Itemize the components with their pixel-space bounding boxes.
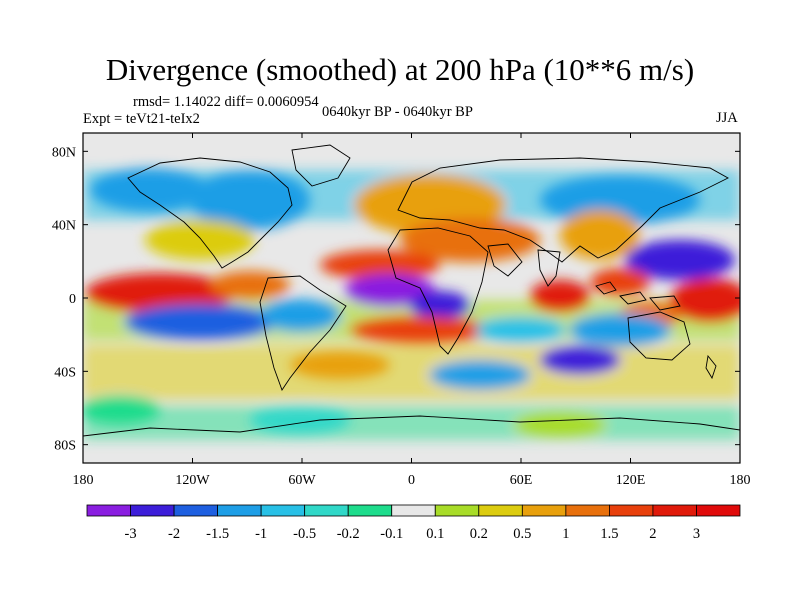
period-label: 0640kyr BP - 0640kyr BP bbox=[322, 104, 473, 120]
colorbar-labels: -3 -2 -1.5 -1 -0.5 -0.2 -0.1 0.1 0.2 0.5 1 1.5 2 3 bbox=[124, 526, 700, 542]
lat-label: 40N bbox=[52, 219, 76, 234]
colorbar-swatch bbox=[478, 504, 523, 517]
colorbar-swatch bbox=[652, 504, 697, 517]
lat-label: 80S bbox=[54, 439, 76, 454]
lat-label: 40S bbox=[54, 365, 76, 380]
colorbar-swatch bbox=[173, 504, 218, 517]
colorbar-label: 1 bbox=[562, 526, 569, 542]
divergence-field bbox=[83, 133, 740, 463]
colorbar-label: -1 bbox=[255, 526, 267, 542]
colorbar-swatch bbox=[260, 504, 306, 517]
lon-label: 180 bbox=[730, 473, 751, 488]
stats-label: rmsd= 1.14022 diff= 0.0060954 bbox=[133, 94, 319, 110]
coastlines bbox=[83, 144, 740, 437]
colorbar-swatch bbox=[217, 504, 262, 517]
colorbar-swatch bbox=[696, 504, 741, 517]
colorbar-swatch bbox=[130, 504, 175, 517]
colorbar-swatch bbox=[347, 504, 393, 517]
colorbar-swatch bbox=[434, 504, 480, 517]
latitude-labels: 80N 40N 0 40S 80S bbox=[52, 145, 76, 453]
experiment-label: Expt = teVt21-teIx2 bbox=[83, 111, 200, 127]
season-label: JJA bbox=[716, 110, 738, 126]
colorbar-label: 2 bbox=[649, 526, 656, 542]
colorbar-swatch bbox=[521, 504, 567, 517]
lon-label: 0 bbox=[408, 473, 415, 488]
latitude-ticks bbox=[83, 150, 740, 446]
lon-label: 120E bbox=[616, 473, 646, 488]
colorbar-label: 0.2 bbox=[470, 526, 488, 542]
chart-title: Divergence (smoothed) at 200 hPa (10**6 … bbox=[105, 52, 695, 87]
colorbar-label: 0.1 bbox=[426, 526, 444, 542]
colorbar-swatch bbox=[86, 504, 131, 517]
colorbar-swatch bbox=[609, 504, 654, 517]
colorbar-swatch bbox=[304, 504, 349, 517]
lat-label: 80N bbox=[52, 145, 76, 160]
colorbar-label: -3 bbox=[124, 526, 136, 542]
colorbar-label: -1.5 bbox=[206, 526, 229, 542]
colorbar bbox=[86, 504, 741, 517]
colorbar-label: -0.5 bbox=[293, 526, 316, 542]
lat-label: 0 bbox=[69, 292, 76, 307]
colorbar-label: -0.2 bbox=[337, 526, 360, 542]
colorbar-label: 3 bbox=[693, 526, 700, 542]
colorbar-swatch bbox=[565, 504, 610, 517]
lon-label: 180 bbox=[73, 473, 94, 488]
colorbar-label: -2 bbox=[168, 526, 180, 542]
longitude-labels: 180 120W 60W 0 60E 120E 180 bbox=[73, 473, 751, 488]
colorbar-swatch bbox=[391, 504, 436, 517]
lon-label: 120W bbox=[175, 473, 210, 488]
colorbar-label: 1.5 bbox=[600, 526, 618, 542]
colorbar-label: -0.1 bbox=[380, 526, 403, 542]
longitude-ticks bbox=[82, 133, 741, 463]
colorbar-label: 0.5 bbox=[513, 526, 531, 542]
lon-label: 60W bbox=[288, 473, 316, 488]
lon-label: 60E bbox=[510, 473, 533, 488]
